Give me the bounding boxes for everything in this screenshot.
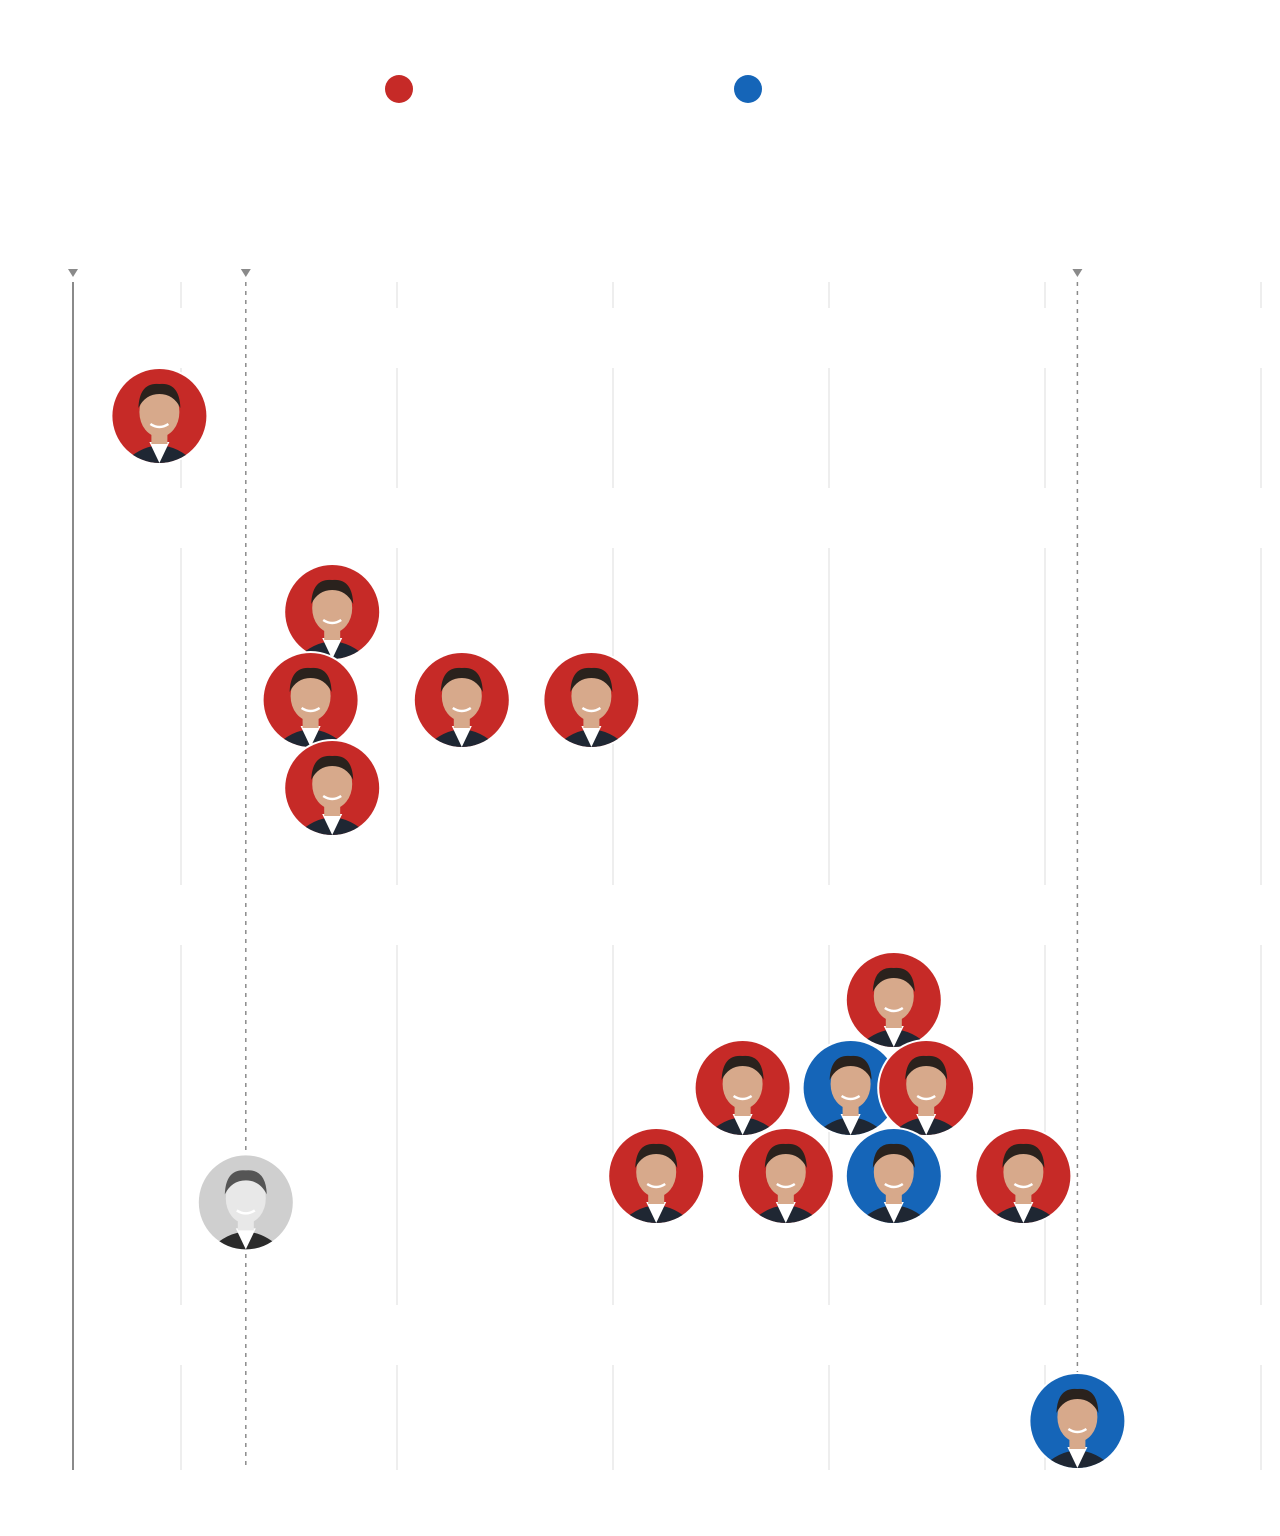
candidate-point-12: [844, 1127, 943, 1225]
reference-marker-0: [68, 269, 78, 277]
candidate-point-5: [542, 651, 641, 749]
reference-marker-1: [240, 269, 251, 277]
candidate-point-0: [110, 367, 209, 465]
legend-swatch-democrat: [734, 75, 762, 103]
candidate-point-2: [261, 651, 360, 749]
candidate-point-9: [877, 1039, 976, 1137]
candidate-point-7: [693, 1039, 792, 1137]
legend-swatch-republican: [385, 75, 413, 103]
candidate-point-6: [844, 951, 943, 1049]
candidate-point-4: [412, 651, 511, 749]
candidate-point-13: [974, 1127, 1073, 1225]
candidate-point-1: [283, 563, 382, 661]
candidate-point-10: [607, 1127, 706, 1225]
candidate-point-15: [1028, 1372, 1127, 1470]
reference-marker-2: [1072, 269, 1083, 277]
candidate-point-3: [283, 739, 382, 837]
candidate-point-11: [736, 1127, 835, 1225]
historical-portrait-point-14: [196, 1153, 295, 1252]
portrait-icon-7: [702, 1055, 783, 1135]
